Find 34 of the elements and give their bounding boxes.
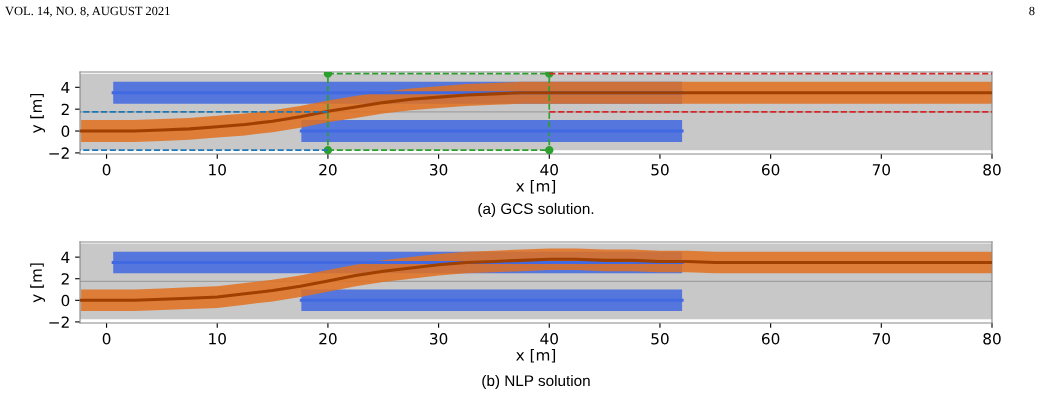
x-tick-label: 80 bbox=[983, 163, 1001, 176]
x-tick-label: 50 bbox=[651, 163, 669, 176]
y-tick-label: −2 bbox=[49, 147, 69, 159]
x-tick-label: 60 bbox=[761, 332, 780, 345]
text: (b) NLP solution bbox=[482, 374, 590, 390]
x-tick-label: 10 bbox=[209, 332, 226, 345]
x-tick-label: 70 bbox=[872, 332, 891, 345]
x-tick-label: 50 bbox=[651, 332, 669, 345]
y-tick-label: 0 bbox=[61, 125, 70, 138]
x-tick-label: 10 bbox=[209, 163, 226, 176]
text: (a) GCS solution. bbox=[478, 202, 594, 218]
text: 8 bbox=[1029, 6, 1035, 16]
x-tick-label: 70 bbox=[872, 163, 891, 176]
x-axis-title: x [m] bbox=[516, 179, 556, 194]
y-tick-label: 0 bbox=[61, 294, 70, 307]
y-tick-label: −2 bbox=[49, 316, 69, 328]
y-axis-title: y [m] bbox=[30, 263, 45, 303]
y-tick-label: 2 bbox=[61, 103, 69, 115]
x-tick-label: 40 bbox=[540, 332, 558, 345]
x-tick-label: 0 bbox=[102, 163, 111, 176]
y-axis-title: y [m] bbox=[30, 93, 45, 133]
x-tick-label: 80 bbox=[983, 332, 1001, 345]
y-tick-label: 4 bbox=[61, 81, 70, 94]
x-tick-label: 30 bbox=[430, 163, 448, 176]
y-tick-label: 4 bbox=[61, 251, 70, 263]
x-axis-title: x [m] bbox=[516, 348, 556, 363]
text: VOL. 14, NO. 8, AUGUST 2021 bbox=[5, 6, 170, 17]
x-tick-label: 20 bbox=[319, 163, 337, 176]
x-tick-label: 20 bbox=[319, 332, 337, 345]
x-tick-label: 60 bbox=[761, 163, 780, 176]
x-tick-label: 0 bbox=[102, 332, 111, 345]
y-tick-label: 2 bbox=[61, 273, 69, 285]
x-tick-label: 40 bbox=[540, 163, 558, 176]
x-tick-label: 30 bbox=[430, 332, 448, 345]
